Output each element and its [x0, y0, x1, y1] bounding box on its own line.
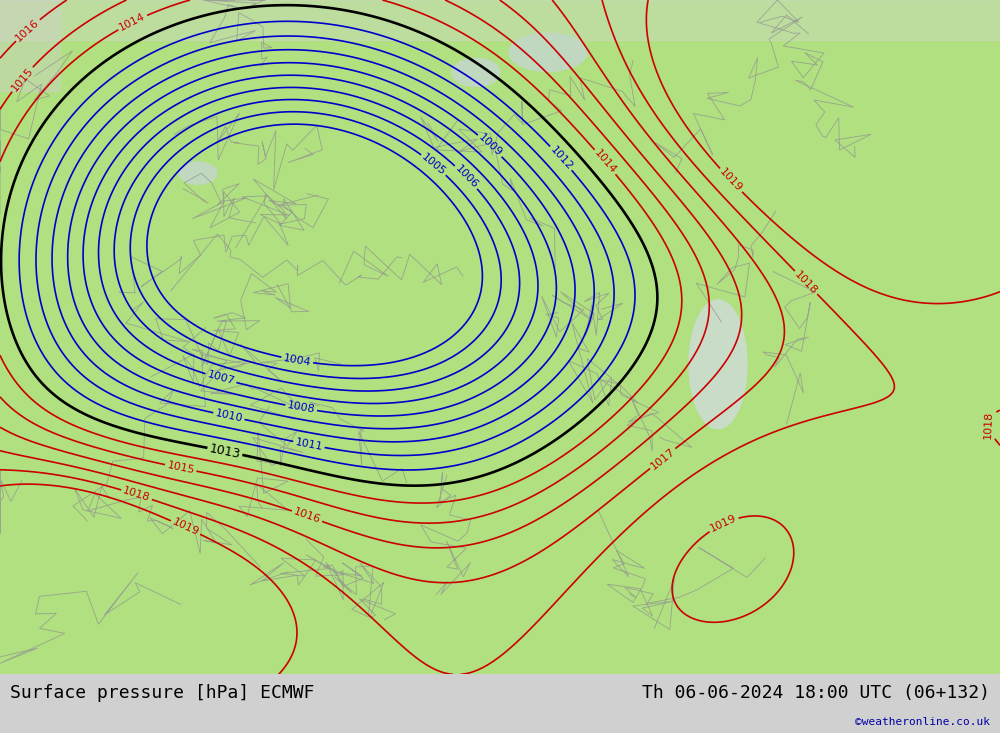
Text: 1006: 1006: [453, 163, 480, 191]
Text: 1015: 1015: [9, 65, 35, 93]
Text: 1009: 1009: [476, 133, 504, 159]
Text: 1014: 1014: [592, 148, 618, 176]
Text: ©weatheronline.co.uk: ©weatheronline.co.uk: [855, 717, 990, 727]
Ellipse shape: [509, 33, 587, 71]
Text: Surface pressure [hPa] ECMWF: Surface pressure [hPa] ECMWF: [10, 684, 314, 701]
Text: 1019: 1019: [171, 517, 200, 538]
Text: 1011: 1011: [294, 437, 324, 452]
Text: 1008: 1008: [286, 400, 316, 416]
Text: 1016: 1016: [14, 17, 41, 43]
Text: Th 06-06-2024 18:00 UTC (06+132): Th 06-06-2024 18:00 UTC (06+132): [642, 684, 990, 701]
Text: 1010: 1010: [214, 408, 244, 424]
Ellipse shape: [179, 162, 217, 184]
Text: 1019: 1019: [718, 166, 744, 194]
Text: 1013: 1013: [208, 442, 242, 461]
Text: 1018: 1018: [122, 486, 151, 504]
Text: 1005: 1005: [420, 152, 448, 177]
Text: 1018: 1018: [793, 269, 819, 296]
Text: 1007: 1007: [206, 369, 236, 387]
Text: 1019: 1019: [709, 513, 738, 534]
Text: 1018: 1018: [982, 410, 993, 439]
Text: 1017: 1017: [649, 446, 677, 471]
Text: 1012: 1012: [548, 144, 574, 172]
Ellipse shape: [452, 59, 500, 86]
Text: 1015: 1015: [166, 460, 195, 476]
Text: 1004: 1004: [282, 353, 312, 368]
Text: 1016: 1016: [292, 507, 322, 526]
Ellipse shape: [689, 300, 747, 429]
Text: 1014: 1014: [118, 12, 147, 33]
